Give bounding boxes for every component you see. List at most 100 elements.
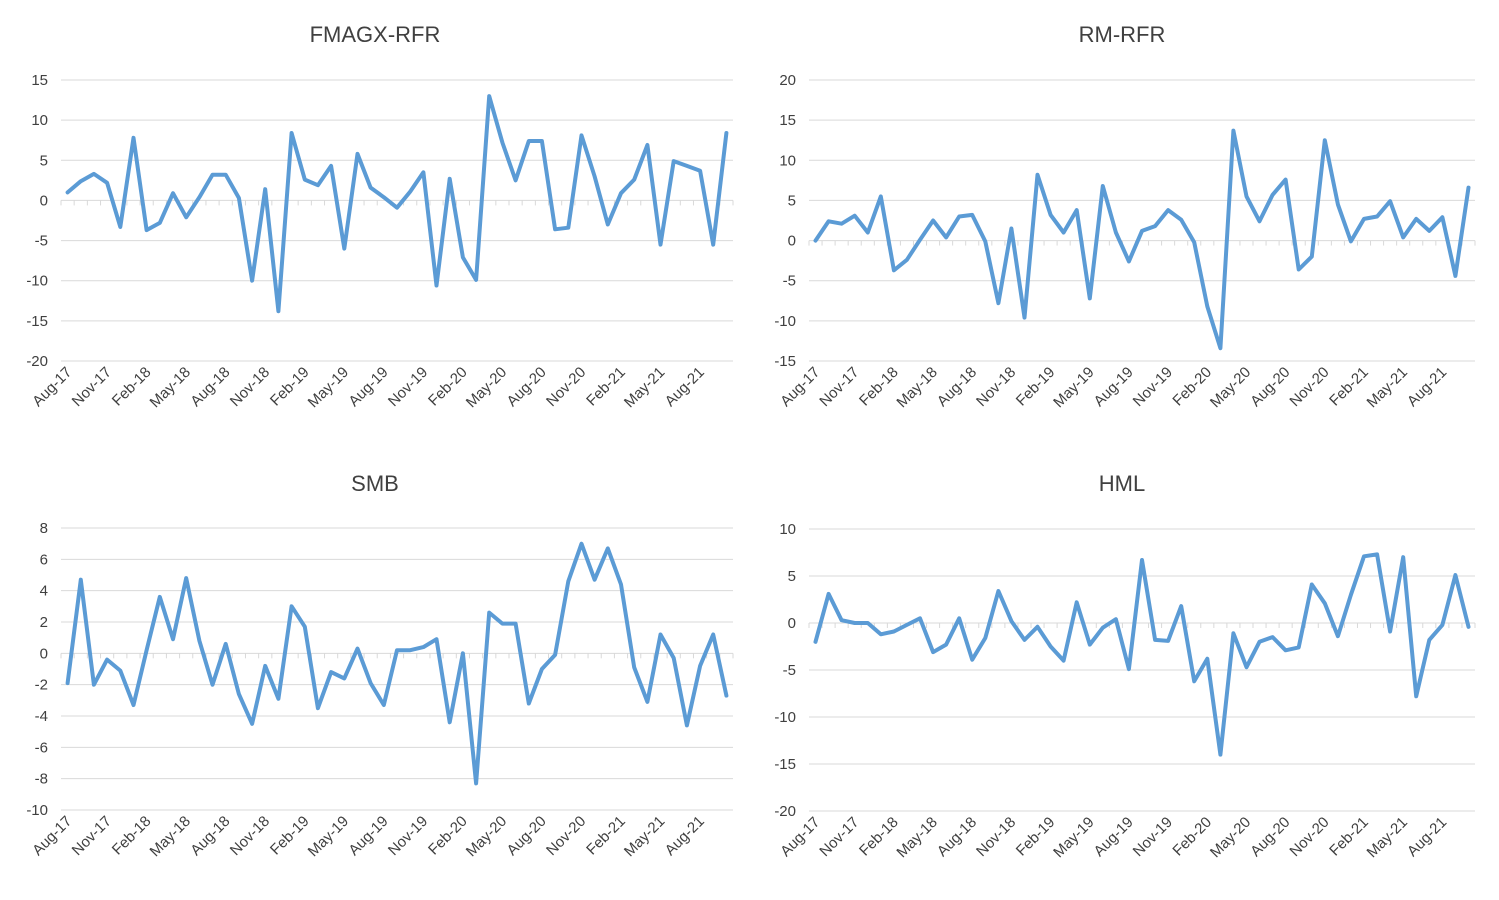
data-point xyxy=(1022,316,1026,320)
x-tick-label: May-20 xyxy=(463,813,510,860)
data-point xyxy=(408,648,412,652)
data-point xyxy=(1179,604,1183,608)
data-point xyxy=(1179,218,1183,222)
data-point xyxy=(1114,617,1118,621)
data-point xyxy=(395,206,399,210)
data-point xyxy=(659,243,663,247)
y-tick-label: -5 xyxy=(35,233,48,250)
x-tick-label: Nov-19 xyxy=(1130,364,1176,410)
data-point xyxy=(853,621,857,625)
x-tick-label: May-20 xyxy=(1207,364,1254,411)
data-point xyxy=(1062,231,1066,235)
y-tick-label: -20 xyxy=(26,353,48,370)
x-tick-label: May-20 xyxy=(1207,814,1254,861)
x-tick-label: Feb-18 xyxy=(856,364,902,410)
data-point xyxy=(1231,129,1235,133)
data-point xyxy=(814,640,818,644)
x-tick-label: Aug-19 xyxy=(1091,364,1137,410)
data-point xyxy=(827,592,831,596)
data-point xyxy=(79,578,83,582)
data-point xyxy=(105,181,109,185)
x-tick-label: Nov-18 xyxy=(973,814,1019,860)
data-point xyxy=(1075,600,1079,604)
series-line xyxy=(65,94,729,314)
y-tick-label: 0 xyxy=(788,615,796,632)
y-tick-label: -20 xyxy=(774,803,796,820)
data-point xyxy=(1466,625,1470,629)
x-tick-label: May-20 xyxy=(463,364,510,411)
data-point xyxy=(158,221,162,225)
data-point xyxy=(276,697,280,701)
data-point xyxy=(944,643,948,647)
data-point xyxy=(724,694,728,698)
data-point xyxy=(1036,173,1040,177)
data-point xyxy=(1153,224,1157,228)
y-tick-label: -4 xyxy=(35,708,48,725)
x-tick-label: Aug-20 xyxy=(1247,364,1293,410)
data-point xyxy=(540,667,544,671)
data-point xyxy=(1323,601,1327,605)
data-point xyxy=(1049,645,1053,649)
x-tick-label: Aug-21 xyxy=(662,813,708,859)
data-point xyxy=(1049,213,1053,217)
data-point xyxy=(1153,638,1157,642)
x-tick-label: Feb-20 xyxy=(425,364,471,410)
x-tick-label: May-21 xyxy=(621,813,668,860)
data-point xyxy=(892,268,896,272)
data-point xyxy=(1009,227,1013,231)
data-point xyxy=(237,196,241,200)
y-tick-label: 20 xyxy=(779,72,796,89)
data-point xyxy=(211,173,215,177)
x-tick-label: Feb-18 xyxy=(109,364,155,410)
data-point xyxy=(461,255,465,259)
data-point xyxy=(474,278,478,282)
data-point xyxy=(1440,215,1444,219)
chart-title: HML xyxy=(1099,471,1145,496)
y-tick-label: 0 xyxy=(788,233,796,250)
data-point xyxy=(1414,694,1418,698)
y-tick-label: 10 xyxy=(779,152,796,169)
data-point xyxy=(79,179,83,183)
data-point xyxy=(1062,659,1066,663)
data-point xyxy=(1401,555,1405,559)
x-tick-label: Aug-19 xyxy=(345,813,391,859)
data-point xyxy=(527,701,531,705)
data-point xyxy=(237,692,241,696)
x-tick-label: Feb-20 xyxy=(1169,364,1215,410)
data-point xyxy=(1414,217,1418,221)
data-point xyxy=(1427,229,1431,233)
data-point xyxy=(1349,239,1353,243)
data-point xyxy=(1310,255,1314,259)
data-point xyxy=(1453,573,1457,577)
y-tick-label: -15 xyxy=(26,313,48,330)
data-point xyxy=(698,664,702,668)
chart-rm-rfr: RM-RFR 20151050-5-10-15Aug-17Nov-17Feb-1… xyxy=(774,22,1476,411)
data-point xyxy=(931,650,935,654)
y-tick-label: 15 xyxy=(31,72,48,89)
data-point xyxy=(1166,639,1170,643)
x-tick-label: May-19 xyxy=(305,364,352,411)
data-point xyxy=(918,616,922,620)
y-tick-label: -5 xyxy=(783,662,796,679)
data-point xyxy=(1297,267,1301,271)
x-tick-label: Aug-21 xyxy=(1404,364,1450,410)
data-point xyxy=(355,647,359,651)
data-point xyxy=(250,722,254,726)
y-tick-label: -15 xyxy=(774,353,796,370)
x-tick-label: Aug-18 xyxy=(934,814,980,860)
data-point xyxy=(1362,554,1366,558)
x-tick-label: Feb-20 xyxy=(1169,814,1215,860)
data-point xyxy=(944,235,948,239)
data-point xyxy=(931,219,935,223)
data-point xyxy=(1088,643,1092,647)
y-tick-label: -5 xyxy=(783,273,796,290)
x-tick-label: Feb-21 xyxy=(583,813,629,859)
data-point xyxy=(672,656,676,660)
x-tick-label: Feb-19 xyxy=(267,813,313,859)
data-point xyxy=(263,664,267,668)
y-tick-label: 10 xyxy=(779,521,796,538)
data-point xyxy=(1375,214,1379,218)
y-tick-label: 0 xyxy=(40,645,48,662)
data-point xyxy=(382,703,386,707)
data-point xyxy=(1440,623,1444,627)
